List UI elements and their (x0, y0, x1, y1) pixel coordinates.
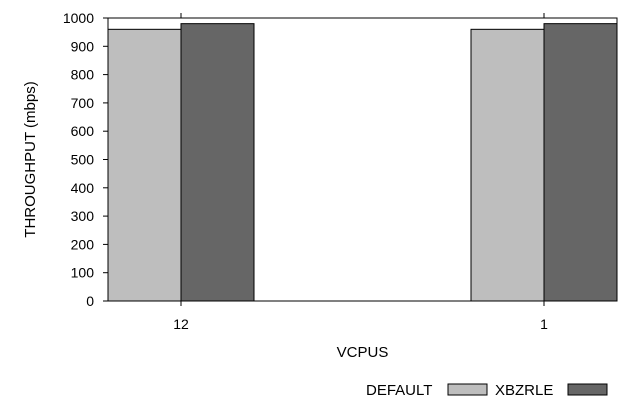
bar-default-1 (470, 28, 545, 302)
x-axis-title: VCPUS (337, 344, 389, 361)
legend: DEFAULT XBZRLE (366, 382, 608, 399)
y-tick-label: 0 (86, 293, 94, 309)
bar-default-12 (107, 28, 182, 302)
x-tick-label: 1 (540, 316, 548, 332)
y-tick-label: 900 (71, 38, 95, 54)
y-tick-label: 500 (71, 152, 95, 168)
bar-xbzrle-1 (543, 23, 618, 302)
y-tick-label: 600 (71, 123, 95, 139)
y-tick-label: 800 (71, 67, 95, 83)
y-tick-label: 100 (71, 265, 95, 281)
y-axis-title: THROUGHPUT (mbps) (22, 81, 39, 237)
y-tick-label: 200 (71, 236, 95, 252)
x-tick-label: 12 (173, 316, 189, 332)
legend-label-default: DEFAULT (366, 382, 432, 399)
y-tick-label: 700 (71, 95, 95, 111)
legend-swatch-xbzrle (567, 383, 608, 396)
y-tick-label: 1000 (63, 10, 94, 26)
legend-swatch-default (447, 383, 488, 396)
y-tick-label: 400 (71, 180, 95, 196)
bar-xbzrle-12 (180, 23, 255, 302)
y-axis: 0 100 200 300 400 500 600 700 800 900 1000 (63, 10, 108, 309)
legend-label-xbzrle: XBZRLE (495, 382, 553, 399)
x-axis: 12 1 (173, 13, 548, 332)
y-tick-label: 300 (71, 208, 95, 224)
bars-group (107, 23, 618, 302)
